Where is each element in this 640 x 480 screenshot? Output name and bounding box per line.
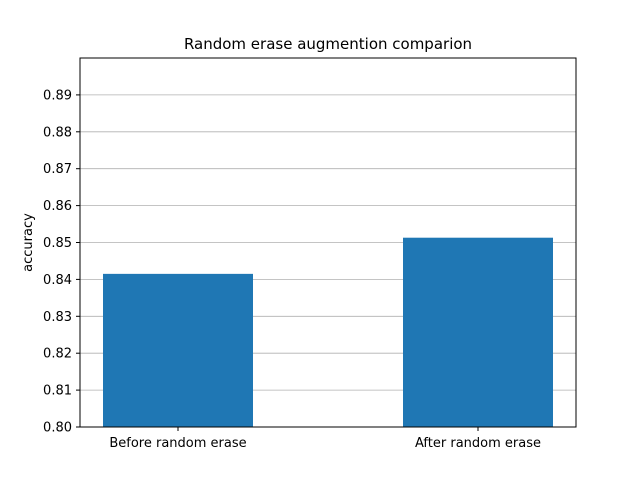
y-tick-label: 0.87 [43, 162, 72, 177]
x-tick-label: After random erase [415, 436, 541, 451]
y-tick-label: 0.81 [43, 384, 72, 399]
y-tick-label: 0.88 [43, 125, 72, 140]
bar-1 [103, 273, 253, 427]
y-tick-label: 0.80 [43, 421, 72, 436]
y-tick-label: 0.85 [43, 236, 72, 251]
chart-title: Random erase augmention comparion [184, 35, 472, 53]
bars [103, 237, 553, 427]
bar-2 [403, 237, 553, 427]
y-axis-ticks: 0.80 0.81 0.82 0.83 0.84 0.85 0.86 0.87 0.88 0.89 [43, 88, 80, 436]
x-axis-ticks: Before random erase After random erase [109, 427, 541, 451]
y-tick-label: 0.82 [43, 347, 72, 362]
y-tick-label: 0.89 [43, 88, 72, 103]
x-tick-label: Before random erase [109, 436, 246, 451]
y-tick-label: 0.84 [43, 273, 72, 288]
y-tick-label: 0.86 [43, 199, 72, 214]
y-axis-label: accuracy [21, 213, 36, 272]
y-tick-label: 0.83 [43, 310, 72, 325]
